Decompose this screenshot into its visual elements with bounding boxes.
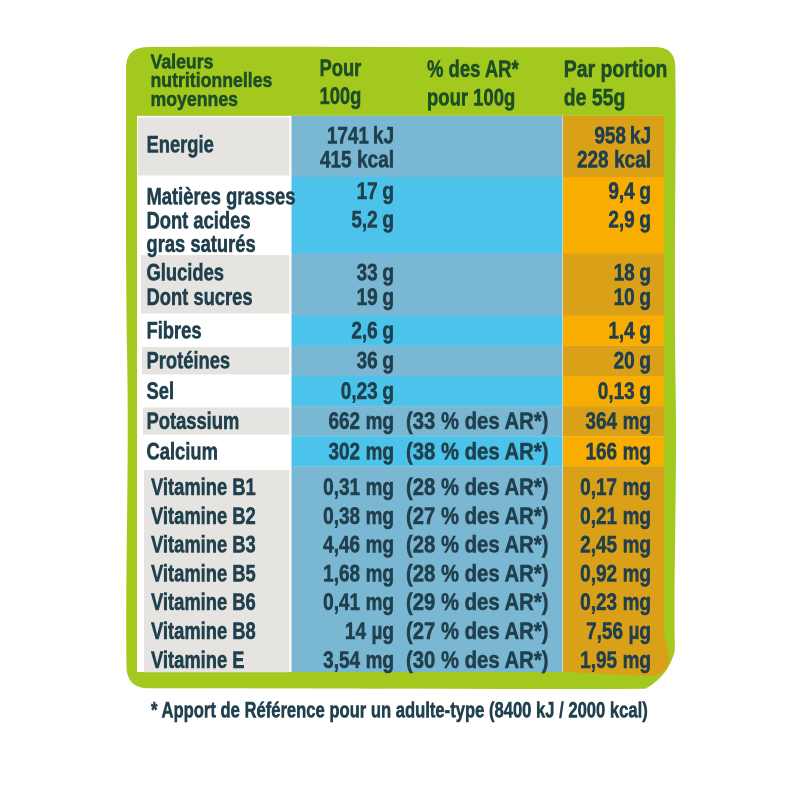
svg-text:Protéines: Protéines [147,347,231,374]
svg-text:17g: 17 g [357,177,394,205]
svg-text:Fibres: Fibres [147,317,202,344]
svg-text:Vitamine B5: Vitamine B5 [151,560,256,587]
svg-text:Vitamine B1: Vitamine B1 [151,474,256,501]
svg-text:Vitamine B3: Vitamine B3 [151,531,256,558]
svg-text:Glucides: Glucides [147,259,225,286]
svg-text:gras saturés: gras saturés [147,231,256,258]
svg-text:(30 % des AR*): (30 % des AR*) [406,646,548,673]
svg-text:pour 100g: pour 100g [427,84,515,111]
svg-text:(28 % des AR*): (28 % des AR*) [406,531,548,558]
svg-text:36g: 36 g [357,346,394,374]
svg-text:moyennes: moyennes [151,89,239,111]
svg-text:2,9g: 2,9 g [608,205,651,233]
svg-text:33g: 33 g [357,258,394,286]
svg-text:(38 % des AR*): (38 % des AR*) [406,438,548,465]
svg-text:Valeurs: Valeurs [151,51,214,73]
svg-text:(29 % des AR*): (29 % des AR*) [406,589,548,616]
svg-text:Dont sucres: Dont sucres [147,283,253,310]
svg-text:Vitamine E: Vitamine E [151,646,245,673]
svg-text:0,13g: 0,13 g [598,377,651,405]
svg-text:Par portion: Par portion [564,55,668,82]
svg-text:% des AR*: % des AR* [427,56,519,83]
svg-text:* Apport de Référence pour un: * Apport de Référence pour un adulte-typ… [151,698,648,723]
svg-text:Potassium: Potassium [147,408,240,435]
svg-text:100g: 100g [320,83,362,110]
svg-text:(33 % des AR*): (33 % des AR*) [406,407,548,434]
svg-text:Sel: Sel [147,377,175,404]
svg-text:nutritionnelles: nutritionnelles [151,70,273,92]
svg-text:(27 % des AR*): (27 % des AR*) [406,617,548,644]
svg-text:(28 % des AR*): (28 % des AR*) [406,560,548,587]
svg-text:Vitamine B8: Vitamine B8 [151,618,256,645]
svg-text:Matières grasses: Matières grasses [147,183,296,210]
svg-text:2,6g: 2,6 g [351,316,394,344]
svg-text:18g: 18 g [614,258,651,286]
svg-text:5,2g: 5,2 g [351,205,394,233]
svg-text:Calcium: Calcium [147,438,218,465]
svg-text:(28 % des AR*): (28 % des AR*) [406,473,548,500]
svg-text:0,23g: 0,23 g [341,377,394,405]
svg-text:Energie: Energie [147,131,214,158]
svg-text:10g: 10 g [614,283,651,311]
svg-text:de 55g: de 55g [564,84,626,111]
svg-text:Pour: Pour [320,55,362,82]
svg-text:1,4g: 1,4 g [608,316,651,344]
svg-text:Vitamine B2: Vitamine B2 [151,502,256,529]
svg-text:20g: 20 g [614,346,651,374]
svg-text:Dont acides: Dont acides [147,207,251,234]
svg-text:(27 % des AR*): (27 % des AR*) [406,502,548,529]
svg-text:19g: 19 g [357,283,394,311]
svg-text:9,4g: 9,4 g [608,177,651,205]
svg-text:Vitamine B6: Vitamine B6 [151,589,256,616]
